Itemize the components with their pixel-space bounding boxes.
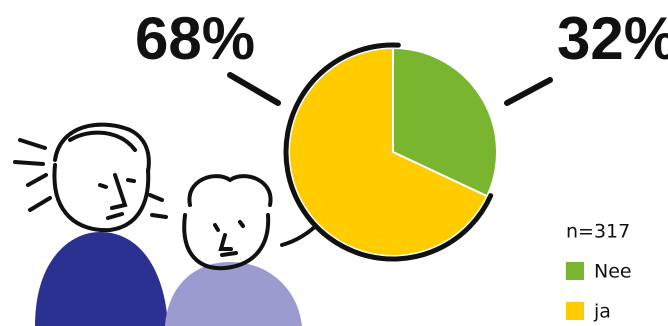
pie-slice — [392, 46, 498, 198]
value-label: 68% — [135, 5, 255, 72]
slice-outline — [283, 42, 494, 262]
leader-line — [504, 77, 553, 106]
annotation: n=317 — [566, 221, 630, 243]
pie-slice — [288, 46, 489, 257]
leader-line — [227, 72, 281, 106]
legend-label: ja — [593, 301, 611, 323]
legend-swatch — [566, 302, 584, 320]
legend-label: Nee — [594, 261, 632, 283]
legend-swatch — [566, 262, 584, 280]
illustration — [13, 122, 322, 326]
value-label: 32% — [557, 5, 668, 72]
